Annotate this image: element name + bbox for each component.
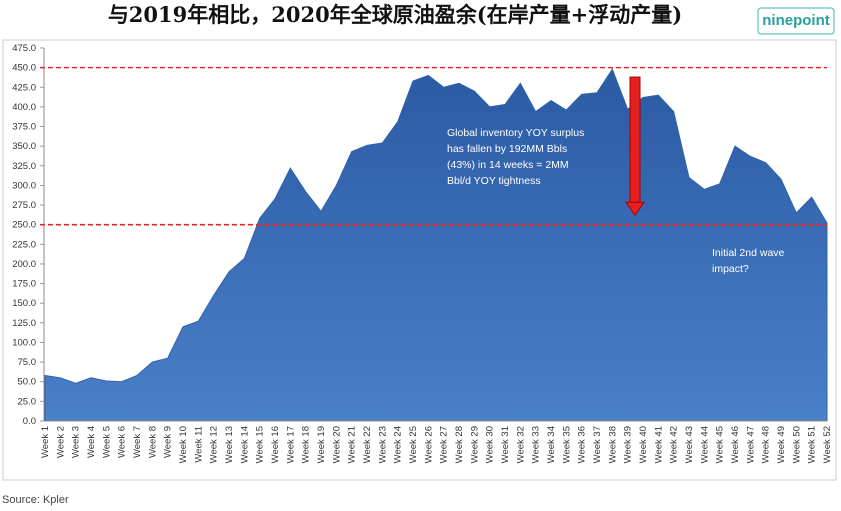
y-tick-label: 325.0 [12, 161, 36, 172]
y-tick-label: 300.0 [12, 180, 36, 191]
x-tick-label: Week 44 [699, 426, 710, 463]
x-tick-label: Week 9 [163, 426, 174, 458]
logo: ninepoint [762, 12, 830, 29]
y-tick-label: 425.0 [12, 82, 36, 93]
y-tick-label: 350.0 [12, 141, 36, 152]
x-tick-label: Week 28 [454, 426, 465, 463]
x-tick-label: Week 50 [791, 426, 802, 463]
x-tick-label: Week 36 [577, 426, 588, 463]
x-tick-label: Week 26 [423, 426, 434, 463]
x-tick-label: Week 33 [531, 426, 542, 463]
y-tick-label: 375.0 [12, 122, 36, 133]
x-tick-label: Week 4 [86, 426, 97, 458]
x-tick-label: Week 1 [40, 426, 51, 458]
x-tick-label: Week 38 [607, 426, 618, 463]
x-tick-label: Week 22 [362, 426, 373, 463]
x-tick-label: Week 49 [776, 426, 787, 463]
x-tick-label: Week 52 [822, 426, 833, 463]
x-tick-label: Week 23 [377, 426, 388, 463]
annotation: has fallen by 192MM Bbls [447, 143, 567, 155]
x-tick-label: Week 42 [669, 426, 680, 463]
source: Source: Kpler [2, 494, 69, 506]
x-tick-label: Week 2 [55, 426, 66, 458]
x-tick-label: Week 51 [807, 426, 818, 463]
y-tick-label: 150.0 [12, 298, 36, 309]
area [44, 68, 828, 422]
x-tick-label: Week 18 [301, 426, 312, 463]
y-tick-label: 275.0 [12, 200, 36, 211]
x-tick-label: Week 13 [224, 426, 235, 463]
x-tick-label: Week 40 [638, 426, 649, 463]
y-tick-label: 125.0 [12, 318, 36, 329]
annotation: (43%) in 14 weeks = 2MM [447, 159, 569, 171]
x-tick-label: Week 48 [761, 426, 772, 463]
x-tick-label: Week 27 [439, 426, 450, 463]
annotation: Global inventory YOY surplus [447, 127, 584, 139]
x-tick-label: Week 39 [623, 426, 634, 463]
y-tick-label: 450.0 [12, 63, 36, 74]
y-tick-label: 175.0 [12, 279, 36, 290]
x-tick-label: Week 3 [71, 426, 82, 458]
x-tick-label: Week 25 [408, 426, 419, 463]
x-tick-label: Week 21 [347, 426, 358, 463]
y-tick-label: 25.0 [18, 396, 37, 407]
chart-title: 与2019年相比，2020年全球原油盈余(在岸产量+浮动产量) [108, 2, 682, 27]
y-tick-label: 100.0 [12, 337, 36, 348]
x-tick-label: Week 17 [285, 426, 296, 463]
frame [2, 39, 837, 481]
y-tick-label: 225.0 [12, 239, 36, 250]
x-tick-label: Week 47 [745, 426, 756, 463]
logo-box [757, 7, 835, 35]
x-tick-label: Week 16 [270, 426, 281, 463]
x-tick-label: Week 24 [393, 426, 404, 463]
x-tick-label: Week 34 [546, 426, 557, 463]
x-tick-label: Week 7 [132, 426, 143, 458]
y-tick-label: 475.0 [12, 43, 36, 54]
x-tick-label: Week 12 [209, 426, 220, 463]
y-tick-label: 250.0 [12, 220, 36, 231]
arrow-shaft [629, 76, 641, 204]
x-tick-label: Week 19 [316, 426, 327, 463]
x-tick-label: Week 11 [193, 426, 204, 463]
x-tick-label: Week 37 [592, 426, 603, 463]
x-tick-label: Week 45 [715, 426, 726, 463]
x-tick-label: Week 10 [178, 426, 189, 463]
x-tick-label: Week 32 [515, 426, 526, 463]
x-tick-label: Week 29 [469, 426, 480, 463]
y-tick-label: 0.0 [23, 416, 36, 427]
x-tick-label: Week 8 [147, 426, 158, 458]
x-tick-label: Week 35 [561, 426, 572, 463]
x-tick-label: Week 46 [730, 426, 741, 463]
y-tick-label: 50.0 [18, 377, 37, 388]
x-tick-label: Week 20 [331, 426, 342, 463]
x-tick-label: Week 15 [255, 426, 266, 463]
annotation: Initial 2nd wave [712, 247, 785, 259]
x-tick-label: Week 31 [500, 426, 511, 463]
y-tick-label: 200.0 [12, 259, 36, 270]
x-tick-label: Week 43 [684, 426, 695, 463]
annotation: impact? [712, 263, 749, 275]
y-tick-label: 400.0 [12, 102, 36, 113]
x-tick-label: Week 30 [485, 426, 496, 463]
x-tick-label: Week 41 [653, 426, 664, 463]
x-tick-label: Week 6 [117, 426, 128, 458]
arrow-head [625, 201, 645, 217]
x-tick-label: Week 14 [239, 426, 250, 463]
annotation: Bbl/d YOY tightness [447, 175, 541, 187]
y-tick-label: 75.0 [18, 357, 37, 368]
x-tick-label: Week 5 [101, 426, 112, 458]
